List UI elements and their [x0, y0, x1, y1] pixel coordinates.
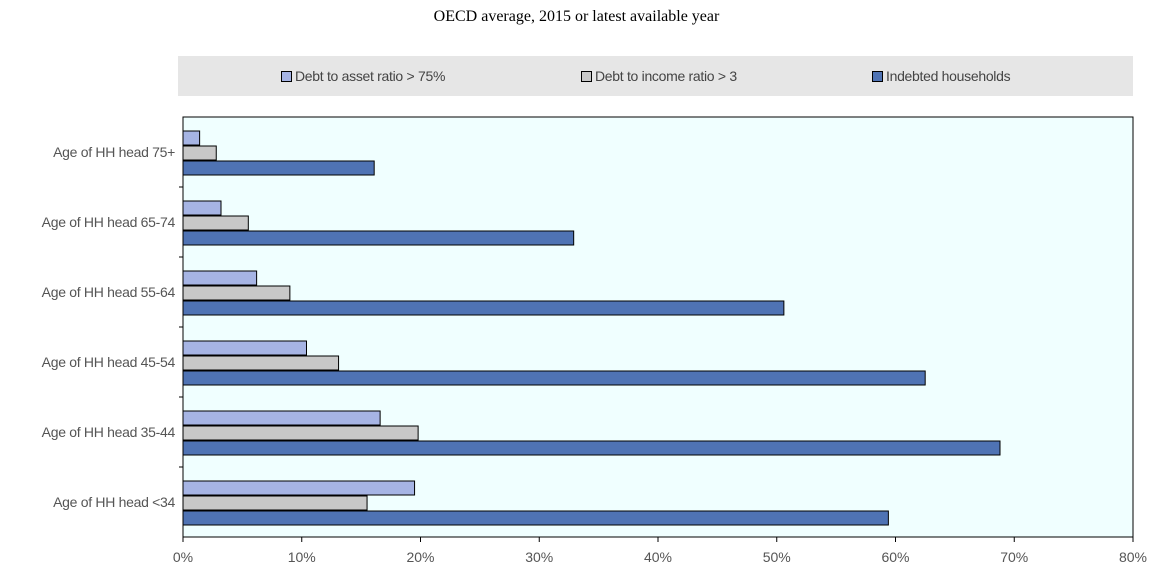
legend-item-indebted-households: Indebted households	[872, 67, 1011, 85]
y-tick-label: Age of HH head <34	[53, 494, 175, 510]
y-tick-label: Age of HH head 65-74	[42, 214, 176, 230]
x-tick-label: 40%	[644, 549, 672, 565]
bar-debt-to-asset	[182, 340, 307, 356]
bar-debt-to-asset	[182, 480, 416, 496]
x-tick-label: 80%	[1119, 549, 1147, 565]
y-tick-label: Age of HH head 45-54	[42, 354, 176, 370]
bar-debt-to-asset	[182, 410, 381, 426]
y-tick-label: Age of HH head 35-44	[42, 424, 176, 440]
bar-debt-to-asset	[182, 200, 222, 216]
bar-indebted-households	[182, 300, 785, 316]
bar-debt-to-income	[182, 355, 340, 371]
x-tick-label: 60%	[881, 549, 909, 565]
x-tick-label: 0%	[173, 549, 193, 565]
bar-debt-to-asset	[182, 130, 201, 146]
bar-debt-to-income	[182, 285, 291, 301]
chart-title: OECD average, 2015 or latest available y…	[433, 8, 720, 25]
bar-debt-to-income	[182, 495, 368, 511]
x-tick-label: 10%	[288, 549, 316, 565]
x-tick-label: 50%	[763, 549, 791, 565]
legend-label-debt-to-income: Debt to income ratio > 3	[595, 68, 737, 84]
y-tick-label: Age of HH head 75+	[53, 144, 175, 160]
legend-swatch-indebted-households	[872, 70, 883, 82]
bar-indebted-households	[182, 440, 1001, 456]
bar-indebted-households	[182, 370, 926, 386]
legend-label-debt-to-asset: Debt to asset ratio > 75%	[295, 68, 446, 84]
bar-debt-to-income	[182, 145, 217, 161]
x-tick-label: 30%	[525, 549, 553, 565]
plot-area	[182, 116, 1134, 538]
x-tick-label: 70%	[1000, 549, 1028, 565]
bar-debt-to-income	[182, 425, 419, 441]
bar-indebted-households	[182, 510, 889, 526]
legend-item-debt-to-income: Debt to income ratio > 3	[581, 67, 737, 85]
legend: Debt to asset ratio > 75% Debt to income…	[178, 56, 1133, 96]
legend-swatch-debt-to-asset	[281, 70, 292, 82]
bar-debt-to-asset	[182, 270, 258, 286]
legend-item-debt-to-asset: Debt to asset ratio > 75%	[281, 67, 445, 85]
y-tick-label: Age of HH head 55-64	[42, 284, 176, 300]
legend-swatch-debt-to-income	[581, 70, 592, 82]
legend-label-indebted-households: Indebted households	[886, 68, 1011, 84]
bar-indebted-households	[182, 160, 375, 176]
bar-debt-to-income	[182, 215, 249, 231]
bar-indebted-households	[182, 230, 575, 246]
x-tick-label: 20%	[406, 549, 434, 565]
